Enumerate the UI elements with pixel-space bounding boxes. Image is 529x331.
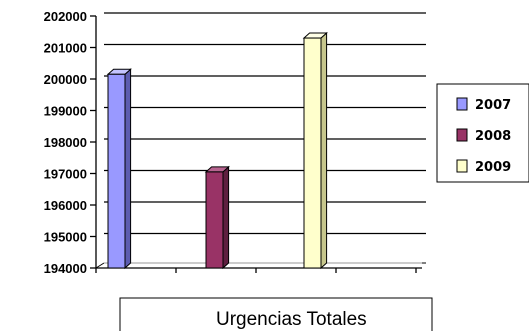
- bar-2009: [302, 31, 328, 270]
- gridlines: [95, 12, 426, 269]
- legend-swatch-2007: [456, 97, 468, 111]
- bar-side: [320, 31, 328, 270]
- legend-label-2008: 2008: [475, 129, 511, 144]
- legend: 2007 2008 2009: [436, 83, 529, 183]
- bar-front: [303, 37, 322, 269]
- legend-box: [436, 83, 529, 183]
- y-tick-label: 194000: [44, 261, 87, 276]
- axes: [90, 15, 426, 273]
- y-tick-label: 195000: [44, 230, 87, 245]
- legend-label-2009: 2009: [475, 160, 511, 175]
- y-tick-label: 196000: [44, 198, 87, 213]
- bar-front: [107, 73, 126, 269]
- caption-text: Urgencias Totales: [216, 309, 367, 330]
- y-tick-label: 202000: [44, 9, 87, 24]
- chart-caption: Urgencias Totales: [119, 297, 433, 331]
- floor-depth-line: [95, 262, 105, 269]
- y-tick-label: 199000: [44, 104, 87, 119]
- y-tick-label: 198000: [44, 135, 87, 150]
- caption-box: [119, 297, 433, 331]
- bar-side: [222, 165, 230, 270]
- y-tick-labels: 194000 195000 196000 197000 198000 199000 2000…: [44, 9, 87, 276]
- y-tick-label: 197000: [44, 167, 87, 182]
- legend-swatch-2008: [456, 128, 468, 142]
- bar-2008: [204, 165, 230, 270]
- bar-2007: [106, 68, 132, 270]
- y-tick-label: 201000: [44, 41, 87, 56]
- legend-swatch-2009: [456, 159, 468, 173]
- legend-label-2007: 2007: [475, 98, 511, 113]
- bars: [106, 31, 328, 270]
- bar-side: [124, 68, 132, 270]
- y-tick-label: 200000: [44, 72, 87, 87]
- bar-front: [205, 171, 224, 269]
